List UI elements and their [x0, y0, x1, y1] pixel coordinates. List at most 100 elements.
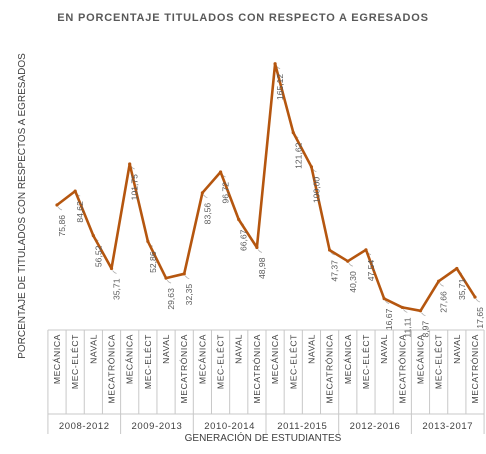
category-label: MECATRÓNICA [470, 334, 480, 403]
data-label: 47,37 [330, 260, 340, 282]
data-point [437, 279, 441, 283]
data-label: 27,66 [439, 291, 449, 313]
category-axis: MECÁNICA MEC-ELÉCT NAVAL MECATRÓNICA 2008-20… [47, 329, 485, 434]
data-label: 40,30 [348, 271, 358, 293]
label-leader [439, 282, 444, 287]
data-point [291, 130, 295, 135]
data-point [73, 189, 77, 193]
category-label: MECATRÓNICA [107, 334, 117, 403]
category-label: NAVAL [379, 334, 389, 364]
category-label: NAVAL [88, 334, 98, 364]
data-label: 48,98 [257, 257, 267, 279]
data-point [273, 62, 277, 66]
label-leaders [57, 65, 481, 317]
category-label: MEC-ELÉCT [434, 334, 444, 389]
label-leader [166, 279, 172, 284]
data-label: 121,62 [293, 142, 303, 169]
data-label: 16,67 [384, 308, 394, 330]
data-label: 56,52 [93, 245, 103, 267]
label-leader [384, 300, 390, 304]
category-label: MEC-ELÉCT [288, 334, 298, 389]
label-leader [184, 275, 190, 280]
y-axis-title: PORCENTAJE DE TITULADOS CON RESPECTOS A … [17, 53, 28, 359]
category-label: MECÁNICA [197, 334, 207, 384]
data-label: 32,35 [184, 284, 194, 306]
data-point [418, 309, 423, 313]
data-point [237, 217, 241, 222]
category-label: MECÁNICA [343, 334, 353, 384]
group-label: 2009-2013 [132, 421, 183, 432]
group-label: 2010-2014 [204, 421, 255, 432]
category-label: NAVAL [452, 334, 462, 364]
data-label: 11,11 [402, 317, 412, 337]
data-label: 83,56 [202, 203, 212, 225]
category-label: MECATRÓNICA [397, 334, 407, 403]
label-leader [330, 251, 335, 256]
label-leader [421, 312, 426, 317]
data-label: 96,72 [221, 182, 231, 204]
data-point [455, 266, 459, 271]
data-label: 35,71 [457, 278, 467, 300]
category-label: NAVAL [234, 334, 244, 364]
group-label: 2013-2017 [422, 421, 473, 432]
category-label: MEC-ELÉCT [216, 334, 226, 389]
category-label: MEC-ELÉCT [70, 334, 80, 389]
data-label: 8,97 [420, 321, 430, 338]
data-labels: 75,86 84,62 56,52 35,71 101,75 52,86 29,63 32,3… [57, 74, 485, 338]
label-leader [475, 298, 481, 303]
data-point [218, 170, 223, 174]
series-line-layer [55, 62, 477, 313]
data-point [400, 305, 404, 310]
data-label: 100,00 [311, 177, 321, 204]
category-label: MEC-ELÉCT [361, 334, 371, 389]
data-label: 17,65 [475, 307, 485, 329]
chart-title: EN PORCENTAJE TITULADOS CON RESPECTO A E… [57, 12, 429, 24]
label-leader [403, 309, 408, 313]
data-point [255, 245, 259, 250]
data-point [328, 248, 332, 252]
data-label: 75,86 [57, 215, 67, 237]
data-point [91, 233, 95, 238]
label-leader [257, 249, 263, 253]
series-line [55, 62, 477, 313]
data-point [146, 239, 150, 243]
data-label: 84,62 [75, 201, 85, 223]
data-point [128, 162, 132, 166]
category-label: MECÁNICA [52, 334, 62, 384]
category-label: MECATRÓNICA [252, 334, 262, 403]
category-label: NAVAL [161, 334, 171, 364]
category-label: MECÁNICA [270, 334, 280, 384]
data-point [346, 259, 350, 263]
data-point [382, 297, 386, 301]
group-label: 2008-2012 [59, 421, 110, 432]
data-label: 165,12 [275, 74, 285, 101]
category-label: MECATRÓNICA [179, 334, 189, 403]
category-label: NAVAL [306, 334, 316, 364]
data-point [164, 276, 168, 280]
data-label: 29,63 [166, 288, 176, 310]
data-point [109, 266, 114, 271]
label-leader [348, 262, 353, 267]
group-label: 2011-2015 [277, 421, 327, 432]
data-point [200, 191, 204, 195]
data-label: 66,67 [239, 229, 249, 251]
label-leader [57, 206, 63, 211]
data-point [473, 295, 477, 299]
data-label: 101,75 [130, 174, 140, 201]
category-label: MECÁNICA [125, 334, 135, 384]
data-point [309, 165, 314, 169]
label-leader [203, 194, 208, 199]
data-point [55, 203, 59, 207]
category-label: MEC-ELÉCT [143, 334, 153, 389]
data-label: 47,54 [366, 260, 376, 282]
data-label: 52,86 [148, 251, 158, 273]
x-axis-title: GENERACIÓN DE ESTUDIANTES [185, 431, 342, 444]
group-label: 2012-2016 [350, 421, 401, 432]
label-leader [112, 270, 117, 274]
category-label: MECÁNICA [415, 334, 425, 384]
category-label: MECATRÓNICA [325, 334, 335, 403]
data-point [364, 248, 368, 252]
data-point [182, 272, 186, 276]
data-label: 35,71 [112, 278, 122, 300]
